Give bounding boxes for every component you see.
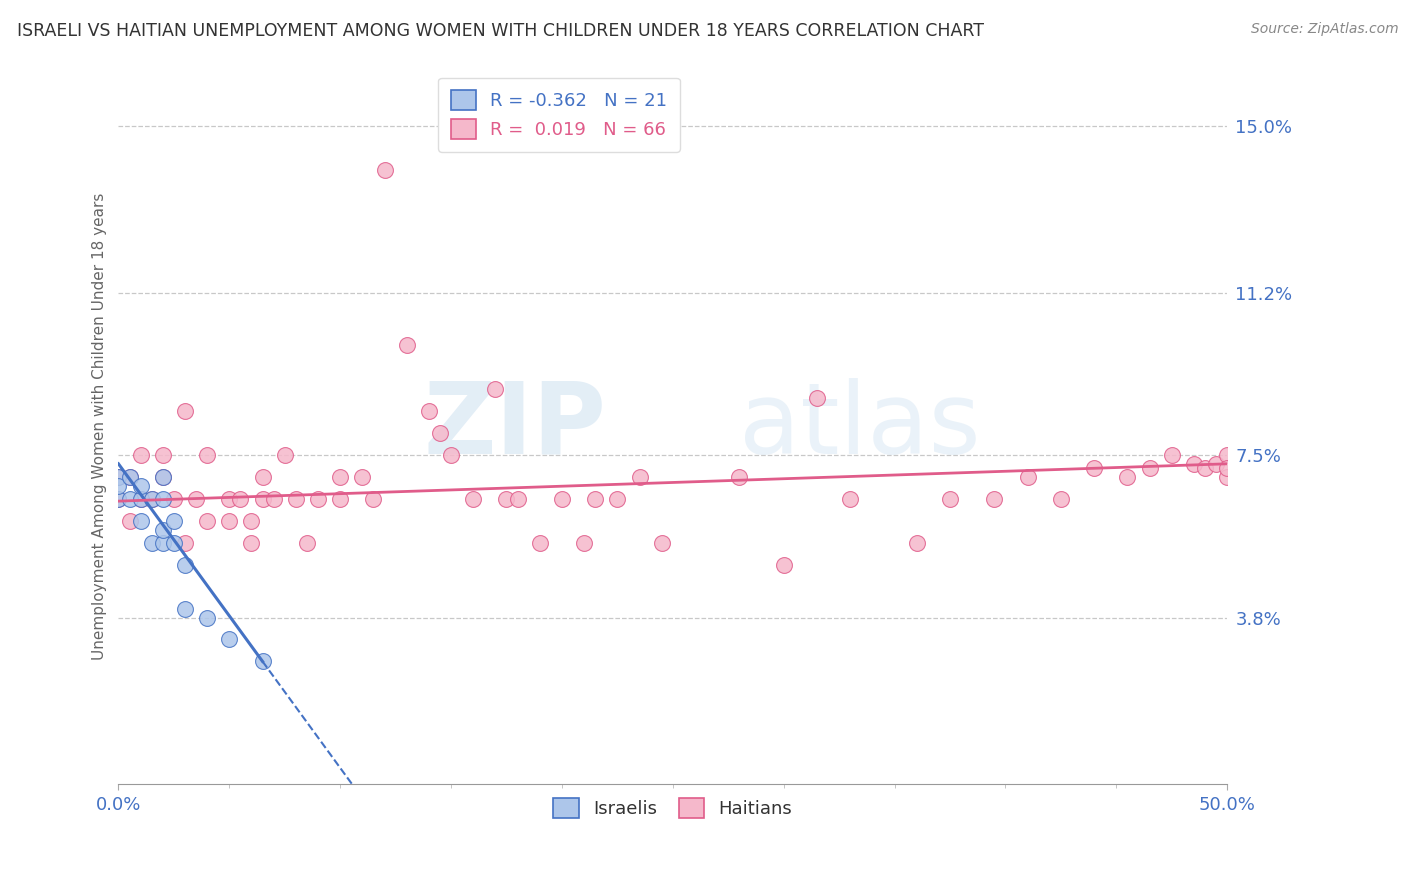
Point: [1017, 470, 1039, 484]
Point: [440, 448, 463, 462]
Point: [352, 470, 374, 484]
Point: [905, 536, 928, 550]
Point: [129, 479, 152, 493]
Point: [252, 470, 274, 484]
Point: [163, 514, 186, 528]
Point: [129, 514, 152, 528]
Point: [195, 514, 218, 528]
Point: [252, 655, 274, 669]
Text: ISRAELI VS HAITIAN UNEMPLOYMENT AMONG WOMEN WITH CHILDREN UNDER 18 YEARS CORRELA: ISRAELI VS HAITIAN UNEMPLOYMENT AMONG WO…: [17, 22, 984, 40]
Point: [218, 491, 240, 506]
Point: [174, 404, 197, 418]
Point: [329, 491, 352, 506]
Point: [174, 601, 197, 615]
Point: [772, 558, 794, 572]
Point: [107, 479, 129, 493]
Point: [152, 491, 174, 506]
Y-axis label: Unemployment Among Women with Children Under 18 years: Unemployment Among Women with Children U…: [93, 193, 107, 660]
Point: [118, 470, 141, 484]
Point: [1083, 461, 1105, 475]
Point: [806, 391, 828, 405]
Point: [284, 491, 307, 506]
Point: [252, 491, 274, 506]
Point: [395, 338, 418, 352]
Point: [572, 536, 595, 550]
Point: [152, 470, 174, 484]
Point: [184, 491, 207, 506]
Point: [240, 514, 263, 528]
Text: Source: ZipAtlas.com: Source: ZipAtlas.com: [1251, 22, 1399, 37]
Point: [107, 491, 129, 506]
Point: [463, 491, 485, 506]
Point: [429, 425, 451, 440]
Point: [229, 491, 252, 506]
Point: [218, 514, 240, 528]
Point: [839, 491, 862, 506]
Point: [141, 536, 163, 550]
Point: [484, 382, 506, 396]
Text: ZIP: ZIP: [423, 378, 606, 475]
Point: [107, 491, 129, 506]
Point: [363, 491, 385, 506]
Point: [141, 491, 163, 506]
Point: [163, 491, 186, 506]
Point: [506, 491, 529, 506]
Point: [195, 448, 218, 462]
Legend: Israelis, Haitians: Israelis, Haitians: [546, 791, 800, 825]
Point: [628, 470, 651, 484]
Point: [107, 470, 129, 484]
Point: [263, 491, 285, 506]
Point: [1160, 448, 1182, 462]
Point: [118, 514, 141, 528]
Point: [983, 491, 1005, 506]
Point: [551, 491, 574, 506]
Point: [1139, 461, 1161, 475]
Point: [295, 536, 318, 550]
Point: [606, 491, 628, 506]
Text: atlas: atlas: [740, 378, 981, 475]
Point: [174, 558, 197, 572]
Point: [118, 491, 141, 506]
Point: [129, 448, 152, 462]
Point: [529, 536, 551, 550]
Point: [418, 404, 440, 418]
Point: [1182, 457, 1205, 471]
Point: [651, 536, 673, 550]
Point: [329, 470, 352, 484]
Point: [107, 470, 129, 484]
Point: [1216, 448, 1239, 462]
Point: [728, 470, 751, 484]
Point: [1049, 491, 1071, 506]
Point: [1216, 470, 1239, 484]
Point: [1205, 457, 1227, 471]
Point: [118, 470, 141, 484]
Point: [129, 491, 152, 506]
Point: [152, 523, 174, 537]
Point: [939, 491, 962, 506]
Point: [152, 448, 174, 462]
Point: [163, 536, 186, 550]
Point: [174, 536, 197, 550]
Point: [141, 491, 163, 506]
Point: [307, 491, 329, 506]
Point: [1194, 461, 1216, 475]
Point: [218, 632, 240, 647]
Point: [240, 536, 263, 550]
Point: [195, 610, 218, 624]
Point: [1216, 461, 1239, 475]
Point: [495, 491, 517, 506]
Point: [152, 470, 174, 484]
Point: [1116, 470, 1139, 484]
Point: [152, 536, 174, 550]
Point: [129, 491, 152, 506]
Point: [274, 448, 297, 462]
Point: [373, 162, 395, 177]
Point: [583, 491, 606, 506]
